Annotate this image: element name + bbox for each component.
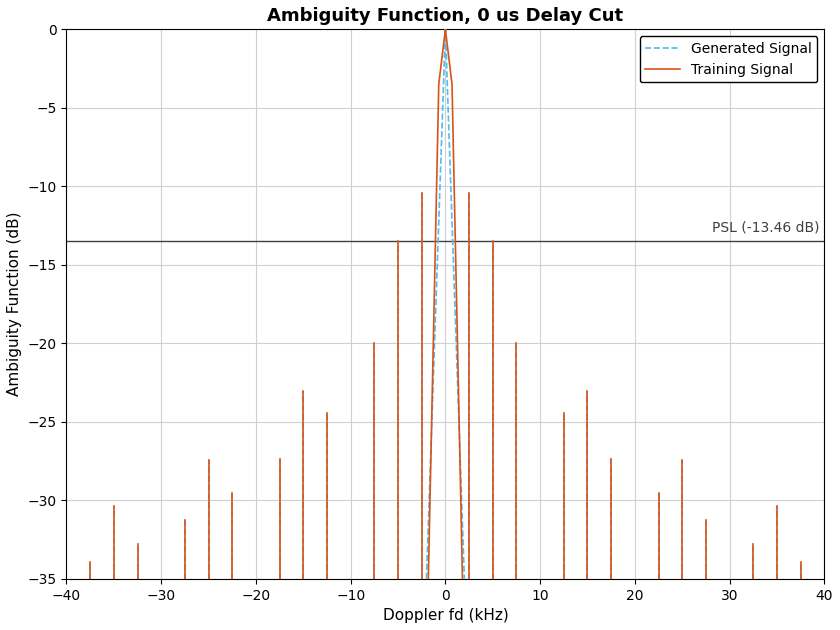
- Generated Signal: [701, 575, 711, 583]
- Text: PSL (-13.46 dB): PSL (-13.46 dB): [712, 220, 820, 234]
- Generated Signal: [85, 575, 95, 583]
- Title: Ambiguity Function, 0 us Delay Cut: Ambiguity Function, 0 us Delay Cut: [267, 7, 623, 25]
- X-axis label: Doppler fd (kHz): Doppler fd (kHz): [382, 608, 508, 623]
- Training Signal: [298, 387, 308, 394]
- Legend: Generated Signal, Training Signal: Generated Signal, Training Signal: [639, 36, 817, 83]
- Line: Generated Signal: Generated Signal: [90, 193, 801, 579]
- Y-axis label: Ambiguity Function (dB): Ambiguity Function (dB): [7, 212, 22, 396]
- Generated Signal: [180, 517, 190, 524]
- Training Signal: [701, 575, 711, 583]
- Training Signal: [180, 517, 190, 524]
- Generated Signal: [606, 575, 617, 583]
- Generated Signal: [298, 387, 308, 394]
- Line: Training Signal: Training Signal: [90, 193, 801, 579]
- Training Signal: [85, 575, 95, 583]
- Training Signal: [606, 575, 617, 583]
